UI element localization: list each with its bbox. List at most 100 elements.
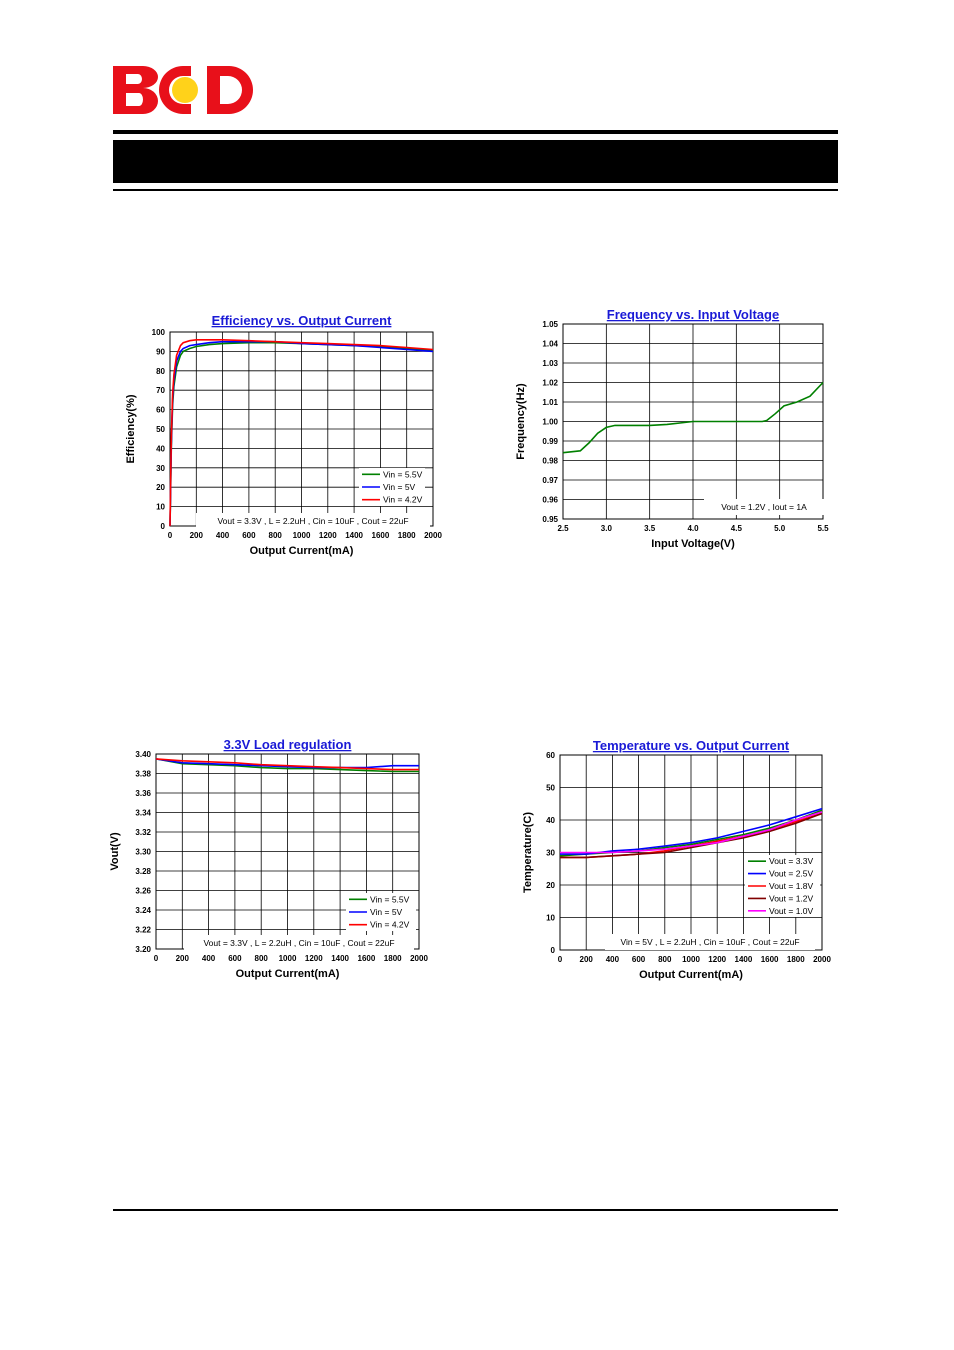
- series-line-0: [155, 758, 419, 773]
- legend-label: Vin = 5V: [370, 907, 403, 917]
- y-tick-label: 40: [156, 444, 165, 453]
- legend-label: Vin = 5V: [383, 482, 416, 492]
- y-tick-label: 1.00: [542, 418, 558, 427]
- y-tick-label: 10: [546, 914, 555, 923]
- x-tick-label: 600: [242, 531, 256, 540]
- y-tick-label: 3.28: [135, 867, 151, 876]
- y-tick-label: 70: [156, 386, 165, 395]
- x-tick-label: 400: [216, 531, 230, 540]
- x-tick-label: 400: [606, 955, 620, 964]
- x-tick-label: 800: [658, 955, 672, 964]
- legend-label: Vin = 5.5V: [370, 894, 410, 904]
- load-regulation-chart: 3.3V Load regulation 0 200 400 600 800 1000 120…: [109, 737, 428, 980]
- y-tick-label: 20: [546, 881, 555, 890]
- legend-label: Vout = 3.3V: [769, 856, 814, 866]
- legend-label: Vin = 5.5V: [383, 469, 423, 479]
- x-tick-label: 0: [168, 531, 173, 540]
- y-tick-label: 30: [156, 464, 165, 473]
- y-tick-label: 50: [156, 425, 165, 434]
- y-tick-label: 60: [546, 751, 555, 760]
- annotation-box: [605, 934, 815, 950]
- y-tick-label: 80: [156, 367, 165, 376]
- x-tick-label: 4.5: [731, 524, 743, 533]
- x-tick-label: 0: [154, 954, 159, 963]
- y-tick-label: 30: [546, 849, 555, 858]
- legend-label: Vin = 4.2V: [383, 495, 423, 505]
- y-tick-label: 3.24: [135, 906, 151, 915]
- y-tick-label: 0.95: [542, 515, 558, 524]
- x-tick-label: 1400: [345, 531, 363, 540]
- x-axis-label: Input Voltage(V): [651, 538, 735, 550]
- series-line-1: [155, 758, 419, 769]
- x-tick-label: 4.0: [687, 524, 699, 533]
- series-line-2: [169, 338, 434, 527]
- legend-label: Vout = 1.2V: [769, 893, 814, 903]
- y-tick-label: 1.02: [542, 379, 558, 388]
- series-line-3: [560, 812, 823, 859]
- y-tick-label: 1.03: [542, 359, 558, 368]
- y-tick-label: 3.40: [135, 750, 151, 759]
- x-tick-label: 1400: [735, 955, 753, 964]
- series-line-4: [560, 811, 823, 854]
- x-tick-label: 200: [580, 955, 594, 964]
- annotation-text: Vout = 1.2V , Iout = 1A: [721, 502, 807, 512]
- y-tick-label: 0.98: [542, 457, 558, 466]
- x-axis-label: Output Current(mA): [639, 969, 743, 981]
- y-tick-label: 60: [156, 406, 165, 415]
- x-tick-label: 0: [558, 955, 563, 964]
- plot-frame: [562, 323, 824, 520]
- y-tick-label: 90: [156, 347, 165, 356]
- x-axis-label: Output Current(mA): [250, 545, 354, 557]
- y-tick-label: 3.38: [135, 770, 151, 779]
- legend-label: Vout = 1.0V: [769, 906, 814, 916]
- x-tick-label: 2000: [410, 954, 428, 963]
- x-axis-label: Output Current(mA): [236, 968, 340, 980]
- x-tick-label: 1400: [331, 954, 349, 963]
- annotation-box: [184, 935, 414, 951]
- x-tick-label: 2000: [424, 531, 442, 540]
- bcd-logo: [113, 66, 253, 114]
- y-axis-label: Efficiency(%): [125, 394, 137, 463]
- x-tick-label: 3.0: [601, 524, 613, 533]
- x-tick-label: 1600: [761, 955, 779, 964]
- y-tick-label: 3.22: [135, 926, 151, 935]
- x-tick-label: 400: [202, 954, 216, 963]
- y-axis-label: Vout(V): [109, 832, 121, 871]
- x-tick-label: 1000: [682, 955, 700, 964]
- x-tick-label: 2000: [813, 955, 831, 964]
- x-tick-label: 1800: [384, 954, 402, 963]
- header-banner: [113, 140, 838, 183]
- chart-title: Frequency vs. Input Voltage: [607, 307, 779, 322]
- x-tick-label: 200: [176, 954, 190, 963]
- logo-letters: [113, 66, 253, 114]
- annotation-box: [196, 513, 430, 529]
- x-tick-label: 2.5: [557, 524, 569, 533]
- y-tick-label: 1.04: [542, 340, 558, 349]
- x-tick-label: 200: [190, 531, 204, 540]
- chart-title: 3.3V Load regulation: [224, 737, 352, 752]
- x-tick-label: 1600: [372, 531, 390, 540]
- y-tick-label: 0: [161, 522, 166, 531]
- annotation-text: Vin = 5V , L = 2.2uH , Cin = 10uF , Cout…: [620, 937, 799, 947]
- y-tick-label: 50: [546, 784, 555, 793]
- y-tick-label: 3.26: [135, 887, 151, 896]
- x-tick-label: 1200: [319, 531, 337, 540]
- y-axis-label: Frequency(Hz): [515, 383, 527, 460]
- y-tick-label: 0.99: [542, 437, 558, 446]
- x-tick-label: 1200: [305, 954, 323, 963]
- x-tick-label: 1000: [279, 954, 297, 963]
- header-rule-bottom: [113, 189, 838, 191]
- x-tick-label: 1000: [293, 531, 311, 540]
- legend-label: Vout = 1.8V: [769, 881, 814, 891]
- y-tick-label: 3.30: [135, 848, 151, 857]
- y-axis-label: Temperature(C): [522, 812, 534, 893]
- y-tick-label: 3.32: [135, 828, 151, 837]
- x-tick-label: 3.5: [644, 524, 656, 533]
- x-tick-label: 1200: [708, 955, 726, 964]
- y-tick-label: 3.20: [135, 945, 151, 954]
- legend-label: Vout = 2.5V: [769, 869, 814, 879]
- annotation-text: Vout = 3.3V , L = 2.2uH , Cin = 10uF , C…: [203, 938, 394, 948]
- y-tick-label: 3.34: [135, 809, 151, 818]
- chart-title: Temperature vs. Output Current: [593, 738, 790, 753]
- y-tick-label: 40: [546, 816, 555, 825]
